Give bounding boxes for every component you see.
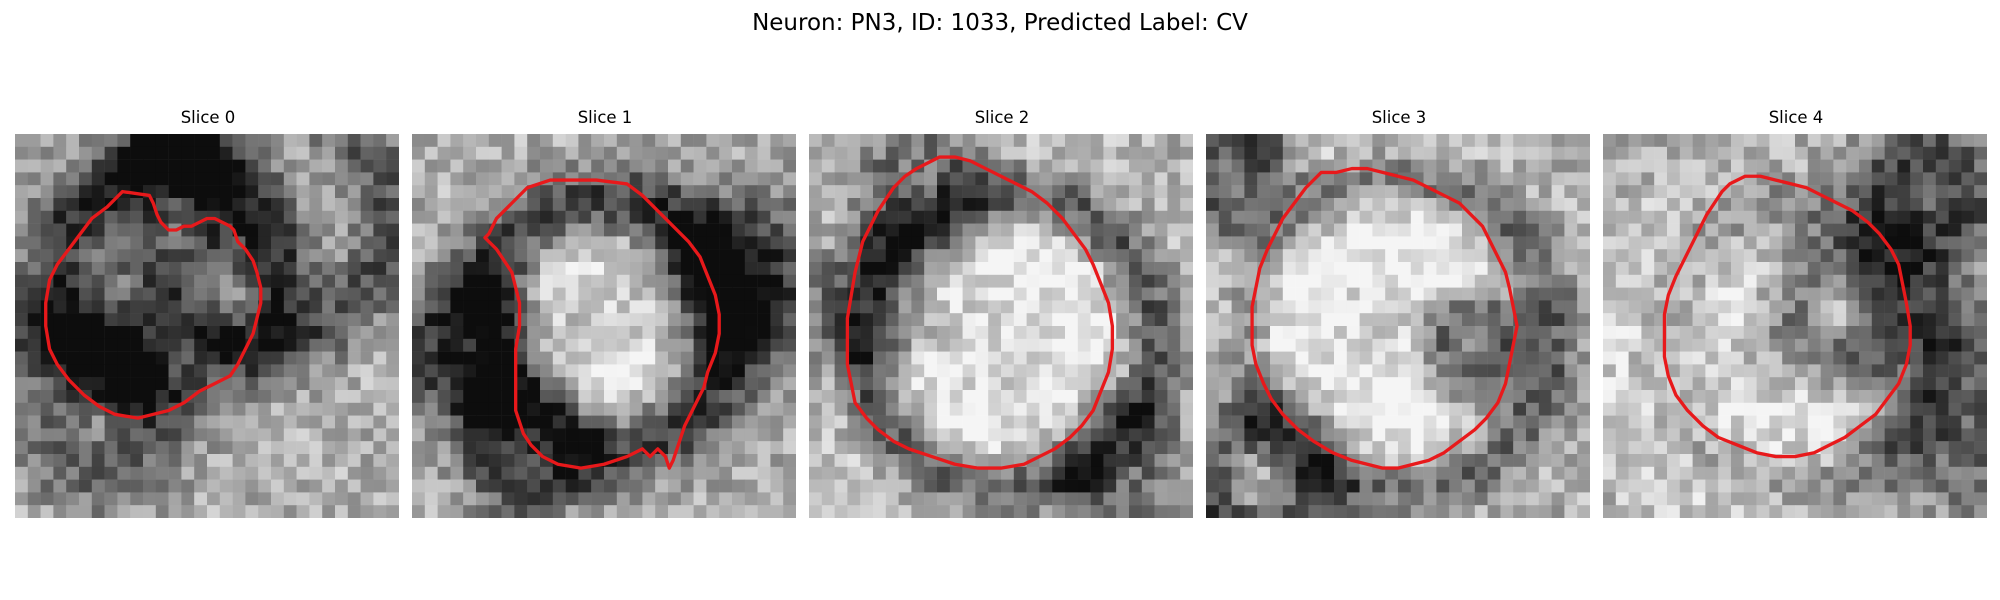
slice-image-1 — [412, 134, 796, 518]
slice-image-0 — [15, 134, 399, 518]
pixel-grid — [412, 134, 796, 518]
slice-panel-2: Slice 2 — [809, 108, 1195, 518]
segmentation-contour — [1662, 174, 1912, 459]
segmentation-contour — [1250, 166, 1519, 470]
segmentation-contour — [483, 178, 721, 470]
slice-image-2 — [809, 134, 1193, 518]
slice-panel-3: Slice 3 — [1206, 108, 1592, 518]
slice-panel-4: Slice 4 — [1603, 108, 1989, 518]
slice-image-3 — [1206, 134, 1590, 518]
pixel-grid — [809, 134, 1193, 518]
slice-title: Slice 4 — [1768, 108, 1824, 127]
slice-panel-1: Slice 1 — [412, 108, 798, 518]
slice-title: Slice 2 — [974, 108, 1030, 127]
pixel-grid — [1206, 134, 1590, 518]
figure-title: Neuron: PN3, ID: 1033, Predicted Label: … — [752, 10, 1248, 36]
segmentation-contour — [44, 189, 263, 420]
slice-title: Slice 1 — [577, 108, 633, 127]
slice-title: Slice 3 — [1371, 108, 1427, 127]
pixel-grid — [15, 134, 399, 518]
pixel-grid — [1603, 134, 1987, 518]
slice-image-4 — [1603, 134, 1987, 518]
slice-panel-0: Slice 0 — [15, 108, 401, 518]
segmentation-contour — [845, 155, 1115, 470]
slice-title: Slice 0 — [180, 108, 236, 127]
